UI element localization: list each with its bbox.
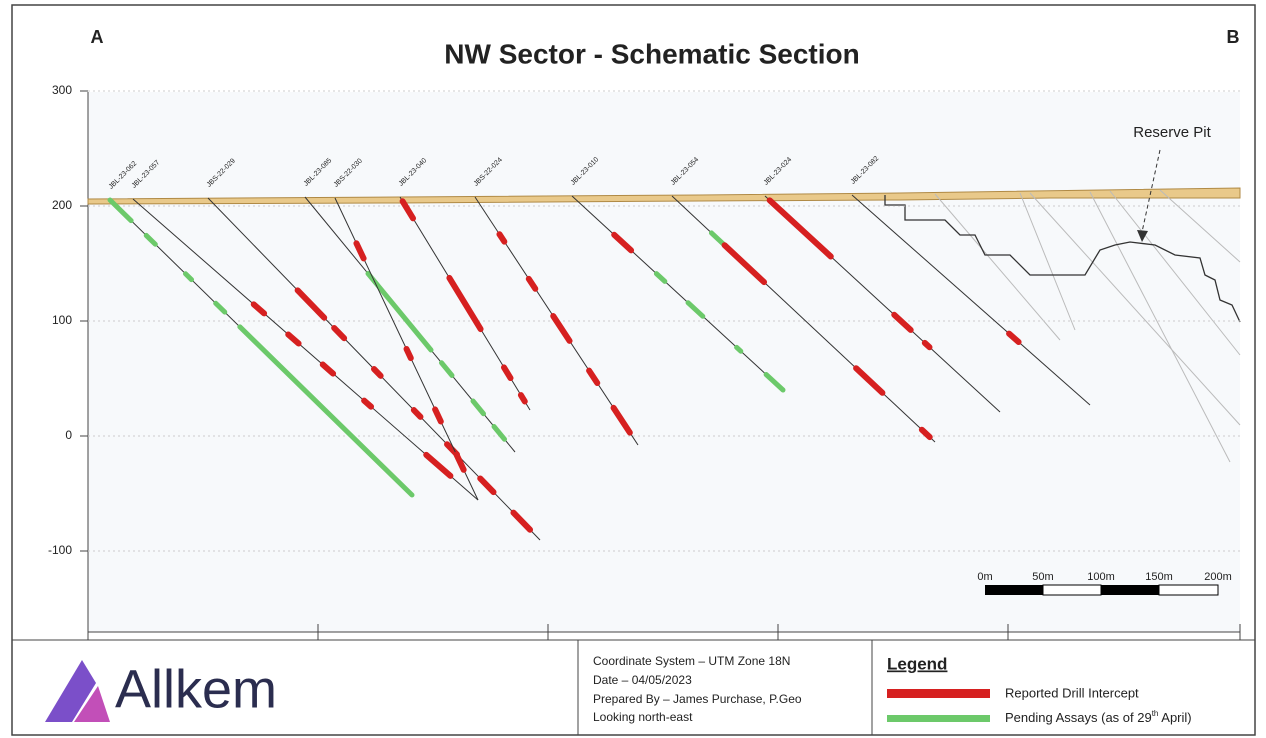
drill-intercept xyxy=(891,311,914,333)
drill-intercept xyxy=(766,197,834,260)
y-tick-label: 100 xyxy=(52,313,72,327)
legend-label-part: April) xyxy=(1158,710,1191,725)
drill-intercept xyxy=(403,346,414,362)
drill-intercept xyxy=(721,242,768,286)
legend-title: Legend xyxy=(887,654,947,673)
frame xyxy=(11,4,1256,736)
pending-assay xyxy=(470,398,486,417)
drill-intercept xyxy=(611,231,635,254)
drill-intercept xyxy=(371,366,384,379)
scale-label: 200m xyxy=(1204,571,1232,583)
drill-intercept xyxy=(432,406,444,425)
legend-label-sup: th xyxy=(1152,709,1159,718)
pending-assay xyxy=(491,424,507,442)
drill-intercept xyxy=(501,364,514,382)
y-tick-label: 200 xyxy=(52,198,72,212)
drill-intercept xyxy=(586,367,601,386)
scale-bar xyxy=(985,584,1219,596)
drill-intercept xyxy=(610,404,633,436)
legend-label: Reported Drill Intercept xyxy=(1005,685,1139,700)
pending-assay xyxy=(734,344,744,354)
pending-assay xyxy=(213,300,228,315)
logo-icon xyxy=(45,660,110,722)
overburden xyxy=(87,187,1241,205)
pending-assay xyxy=(439,360,455,378)
arrow-head xyxy=(1137,230,1148,242)
pending-assay xyxy=(653,271,668,284)
legend-label-part: Pending Assays (as of 29 xyxy=(1005,710,1152,725)
drill-intercept xyxy=(250,301,268,317)
drill-intercept xyxy=(510,509,534,533)
drill-intercept xyxy=(921,339,933,351)
y-tick-label: -100 xyxy=(48,543,72,557)
drill-intercept xyxy=(294,287,328,321)
title: NW Sector - Schematic Section xyxy=(444,38,859,69)
drill-intercept xyxy=(319,361,337,377)
drill-intercept xyxy=(399,198,416,222)
section-end-b: B xyxy=(1227,27,1240,47)
info-line: Date – 04/05/2023 xyxy=(593,673,692,687)
pending-assay xyxy=(183,271,195,283)
drill-intercept xyxy=(517,392,528,405)
info-line: Coordinate System – UTM Zone 18N xyxy=(593,654,790,668)
drill-intercept xyxy=(446,274,484,333)
pending-assay xyxy=(237,324,415,498)
y-tick-label: 0 xyxy=(65,428,72,442)
other-holes xyxy=(934,189,1241,463)
drill-hole xyxy=(851,194,1091,406)
section-area xyxy=(88,92,1240,632)
scale-label: 150m xyxy=(1145,571,1173,583)
pending-assay xyxy=(763,371,786,393)
drill-intercept xyxy=(550,313,573,344)
scale-label: 50m xyxy=(1032,571,1053,583)
pending-assay xyxy=(685,300,706,319)
drill-intercept xyxy=(353,240,367,262)
reserve-pit-outline xyxy=(884,195,1241,323)
scale-label: 100m xyxy=(1087,571,1115,583)
drill-intercept xyxy=(918,426,933,441)
pending-assay xyxy=(708,230,728,248)
logo-text: Allkem xyxy=(115,659,277,719)
drill-intercept xyxy=(410,407,424,420)
pending-assay xyxy=(365,271,434,353)
annotation: Reserve Pit xyxy=(1133,124,1211,141)
drill-hole xyxy=(571,195,784,391)
drill-intercept xyxy=(477,475,497,496)
info-line: Looking north-east xyxy=(593,710,693,724)
drill-intercept xyxy=(496,231,508,245)
drill-intercept xyxy=(423,451,454,479)
drill-hole xyxy=(132,198,479,501)
drill-intercept xyxy=(525,275,539,292)
legend-label: Pending Assays (as of 29th April) xyxy=(1005,709,1192,725)
section-end-a: A xyxy=(91,27,104,47)
drill-intercept xyxy=(285,331,302,347)
y-tick-label: 300 xyxy=(52,83,72,97)
pending-assay xyxy=(107,197,134,224)
drill-intercept xyxy=(331,324,348,342)
drill-intercept xyxy=(453,451,467,473)
legend-swatch-green xyxy=(887,715,990,722)
drill-intercept xyxy=(361,397,375,410)
pending-assay xyxy=(143,232,158,247)
info-line: Prepared By – James Purchase, P.Geo xyxy=(593,692,802,706)
legend-swatch-red xyxy=(887,689,990,698)
x-axis-ticks xyxy=(87,624,1241,640)
scale-label: 0m xyxy=(977,571,992,583)
drill-intercept xyxy=(853,365,886,396)
drill-intercept xyxy=(1006,330,1022,345)
